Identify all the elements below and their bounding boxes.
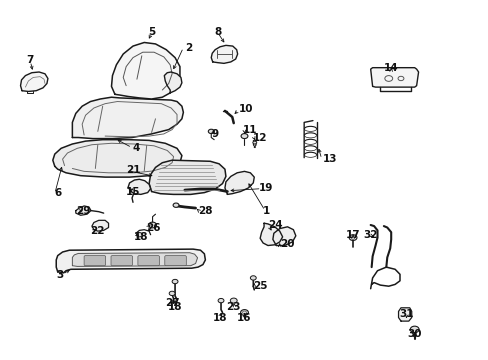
Circle shape: [208, 129, 214, 134]
Circle shape: [218, 298, 224, 303]
Polygon shape: [111, 42, 180, 99]
FancyBboxPatch shape: [164, 256, 186, 266]
FancyBboxPatch shape: [138, 256, 159, 266]
Polygon shape: [398, 308, 411, 321]
Text: 26: 26: [145, 222, 160, 233]
Polygon shape: [224, 171, 254, 194]
Text: 12: 12: [253, 132, 267, 143]
Text: 9: 9: [211, 129, 218, 139]
Polygon shape: [56, 249, 205, 273]
Text: 30: 30: [407, 329, 421, 339]
Polygon shape: [72, 253, 197, 266]
Polygon shape: [76, 206, 91, 215]
Polygon shape: [260, 223, 282, 246]
Circle shape: [173, 203, 179, 207]
Text: 20: 20: [279, 239, 294, 249]
Polygon shape: [211, 45, 237, 63]
Text: 18: 18: [212, 312, 227, 323]
Text: 31: 31: [399, 309, 413, 319]
Text: 29: 29: [76, 206, 90, 216]
Polygon shape: [149, 160, 225, 194]
Circle shape: [252, 141, 256, 144]
Polygon shape: [128, 179, 150, 194]
Text: 25: 25: [253, 281, 267, 291]
Text: 23: 23: [226, 302, 241, 312]
Text: 18: 18: [167, 302, 182, 312]
Text: 4: 4: [132, 143, 139, 153]
Text: 10: 10: [238, 104, 253, 114]
Text: 7: 7: [26, 55, 34, 66]
Circle shape: [148, 222, 156, 228]
Circle shape: [409, 326, 418, 333]
Text: 28: 28: [198, 206, 212, 216]
Polygon shape: [20, 72, 48, 91]
Circle shape: [241, 134, 247, 139]
Text: 14: 14: [383, 63, 398, 73]
Text: 27: 27: [164, 298, 179, 308]
Circle shape: [240, 310, 248, 315]
Circle shape: [136, 233, 142, 237]
Circle shape: [348, 235, 356, 240]
FancyBboxPatch shape: [111, 256, 132, 266]
Text: 5: 5: [148, 27, 155, 37]
Text: 18: 18: [133, 232, 148, 242]
Text: 15: 15: [126, 186, 141, 197]
Polygon shape: [370, 68, 418, 87]
Circle shape: [230, 298, 237, 303]
Text: 32: 32: [363, 230, 377, 240]
FancyBboxPatch shape: [84, 256, 105, 266]
Circle shape: [172, 279, 178, 284]
Polygon shape: [164, 72, 182, 93]
Text: 21: 21: [126, 165, 141, 175]
Text: 1: 1: [263, 206, 270, 216]
Polygon shape: [53, 140, 182, 177]
Text: 6: 6: [55, 188, 62, 198]
Polygon shape: [272, 227, 295, 246]
Text: 22: 22: [90, 226, 105, 236]
Text: 11: 11: [243, 125, 257, 135]
Polygon shape: [92, 220, 108, 231]
Text: 16: 16: [237, 312, 251, 323]
Text: 19: 19: [259, 183, 273, 193]
Text: 17: 17: [345, 230, 360, 240]
Polygon shape: [72, 97, 183, 139]
Text: 13: 13: [322, 154, 337, 164]
Circle shape: [169, 291, 175, 296]
Text: 24: 24: [267, 220, 282, 230]
Text: 3: 3: [56, 270, 63, 280]
Circle shape: [250, 276, 256, 280]
Text: 2: 2: [184, 42, 192, 53]
Text: 8: 8: [214, 27, 221, 37]
